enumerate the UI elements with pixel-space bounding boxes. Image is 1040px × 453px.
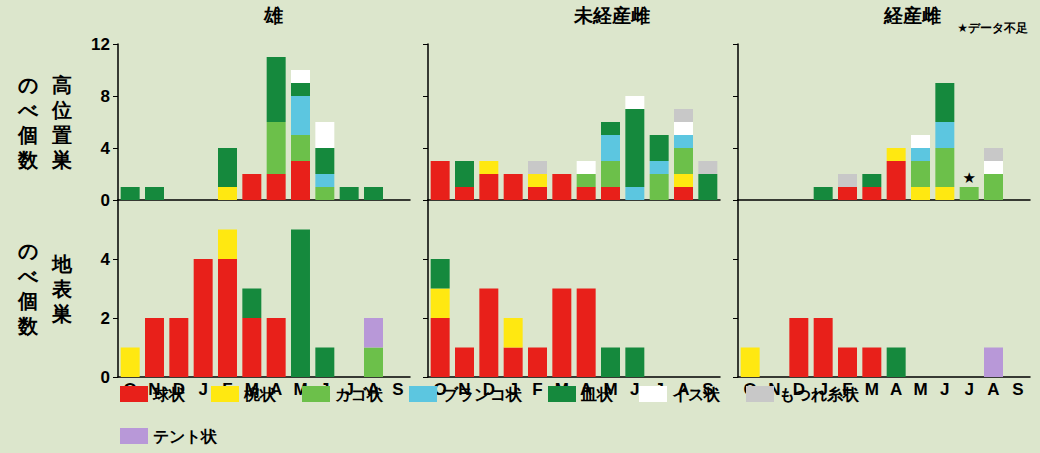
svg-text:テント状: テント状 xyxy=(153,428,218,445)
svg-text:もつれ糸状: もつれ糸状 xyxy=(779,386,860,403)
svg-text:位: 位 xyxy=(51,99,72,121)
svg-text:高: 高 xyxy=(52,74,72,96)
svg-text:地: 地 xyxy=(51,253,73,275)
svg-text:4: 4 xyxy=(101,250,111,269)
svg-text:F: F xyxy=(532,380,542,399)
svg-text:置: 置 xyxy=(51,124,72,146)
svg-text:経産雌: 経産雌 xyxy=(883,5,941,26)
svg-text:皿状: 皿状 xyxy=(580,386,614,403)
svg-text:J: J xyxy=(964,380,973,399)
svg-text:イス状: イス状 xyxy=(672,386,721,403)
svg-text:S: S xyxy=(392,380,403,399)
svg-text:8: 8 xyxy=(101,87,110,106)
svg-text:J: J xyxy=(630,380,639,399)
svg-text:椀状: 椀状 xyxy=(243,386,277,403)
svg-text:A: A xyxy=(270,380,283,399)
svg-text:0: 0 xyxy=(101,191,110,210)
svg-text:数: 数 xyxy=(17,315,39,337)
svg-text:表: 表 xyxy=(51,278,72,300)
svg-text:J: J xyxy=(198,380,207,399)
svg-text:数: 数 xyxy=(17,149,39,171)
svg-text:べ: べ xyxy=(17,265,39,287)
svg-text:の: の xyxy=(18,74,38,96)
svg-text:巣: 巣 xyxy=(51,149,72,171)
svg-text:ブランコ状: ブランコ状 xyxy=(442,386,523,403)
svg-text:未経産雌: 未経産雌 xyxy=(573,5,650,26)
svg-text:M: M xyxy=(865,380,879,399)
svg-text:S: S xyxy=(1012,380,1023,399)
svg-text:球状: 球状 xyxy=(152,386,186,403)
svg-text:J: J xyxy=(940,380,949,399)
svg-text:巣: 巣 xyxy=(51,303,72,325)
svg-text:カゴ状: カゴ状 xyxy=(335,386,384,403)
svg-text:個: 個 xyxy=(17,290,38,312)
svg-text:M: M xyxy=(913,380,927,399)
svg-text:★データ不足: ★データ不足 xyxy=(957,21,1028,35)
svg-text:べ: べ xyxy=(17,99,39,121)
svg-text:0: 0 xyxy=(101,368,110,387)
svg-text:A: A xyxy=(987,380,999,399)
svg-text:2: 2 xyxy=(101,309,110,328)
svg-text:★: ★ xyxy=(962,169,975,186)
svg-text:4: 4 xyxy=(101,139,111,158)
svg-text:雄: 雄 xyxy=(263,5,283,26)
svg-text:個: 個 xyxy=(17,124,38,146)
svg-text:M: M xyxy=(293,380,308,399)
svg-text:12: 12 xyxy=(91,35,110,54)
svg-text:の: の xyxy=(18,240,38,262)
svg-text:A: A xyxy=(890,380,902,399)
